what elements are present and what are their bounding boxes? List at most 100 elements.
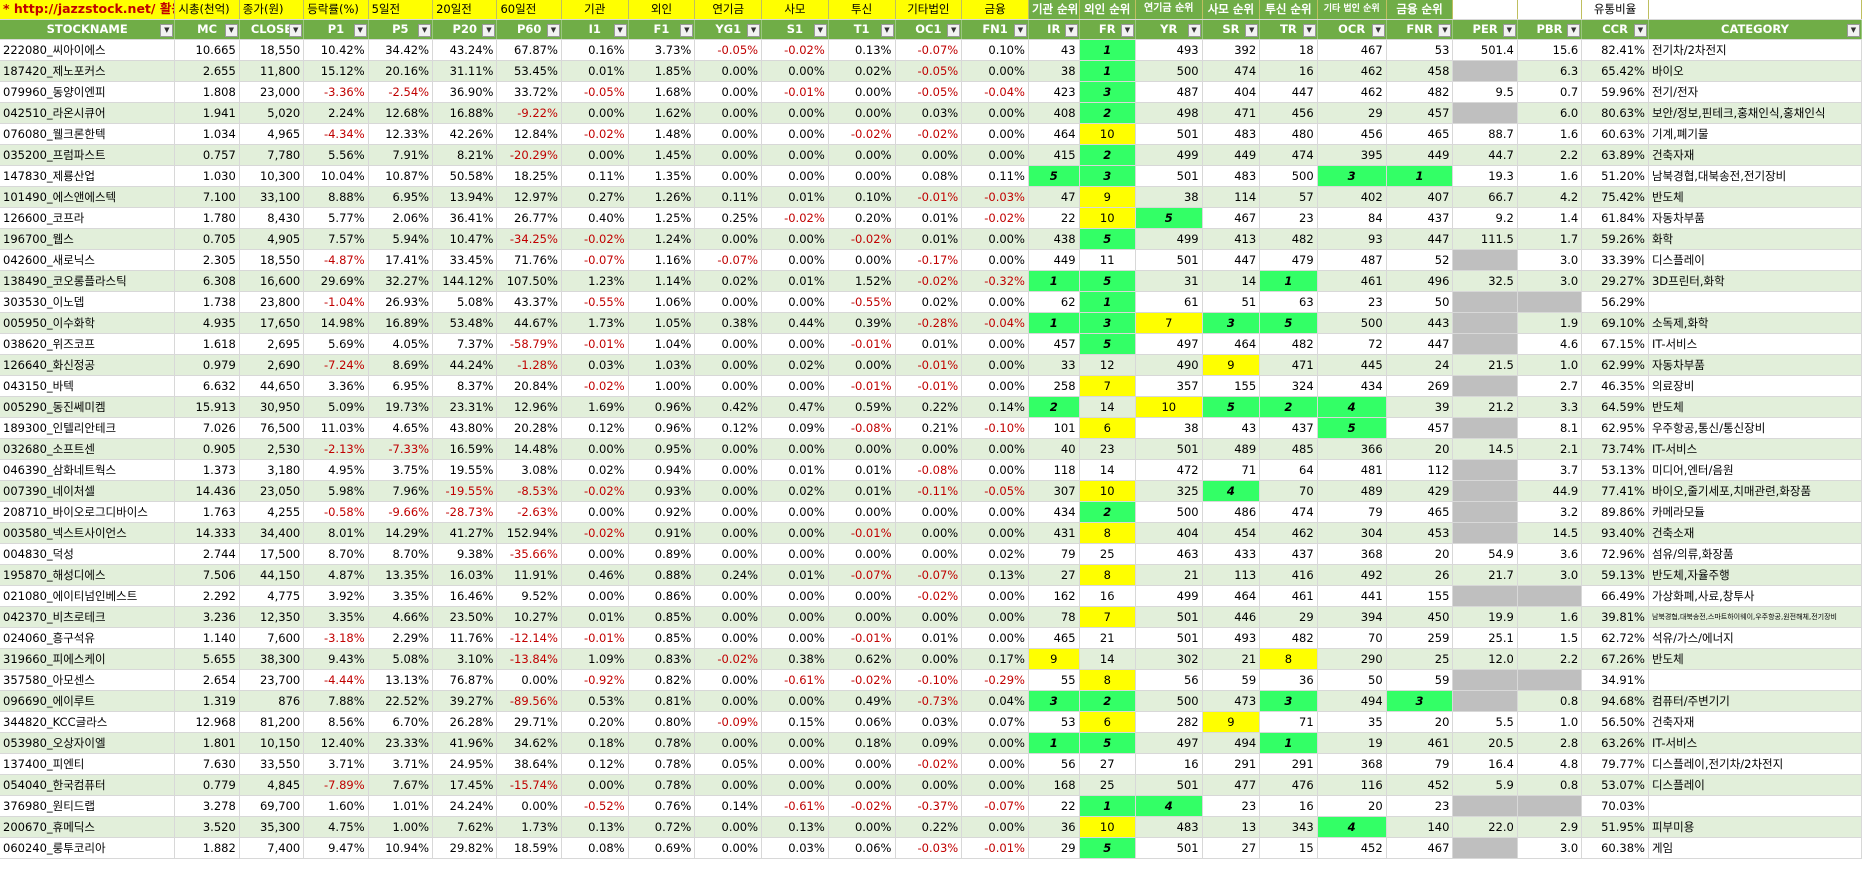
cell-fn1[interactable]: -0.10% [961, 417, 1029, 439]
cell-t1[interactable]: 0.00% [828, 354, 896, 376]
cell-fn1[interactable]: 0.00% [961, 438, 1029, 460]
cell-mc[interactable]: 3.520 [174, 816, 240, 838]
cell-yg1[interactable]: 0.05% [694, 753, 763, 775]
cell-yr[interactable]: 501 [1135, 438, 1203, 460]
cell-ccr[interactable]: 46.35% [1581, 375, 1649, 397]
cell-category[interactable]: 전기/전자 [1648, 81, 1862, 103]
cell-fnr[interactable]: 1 [1386, 165, 1454, 187]
cell-sr[interactable]: 113 [1202, 564, 1261, 586]
cell-p60[interactable]: 44.67% [496, 312, 562, 334]
cell-ir[interactable]: 465 [1028, 627, 1080, 649]
filter-dropdown-icon[interactable]: ▼ [1187, 23, 1201, 37]
cell-s1[interactable]: 0.00% [761, 144, 829, 166]
cell-tr[interactable]: 15 [1259, 837, 1318, 859]
cell-yr[interactable]: 499 [1135, 585, 1203, 607]
cell-fn1[interactable]: 0.00% [961, 522, 1029, 544]
cell-fnr[interactable]: 20 [1386, 711, 1454, 733]
column-header-ocr[interactable]: OCR ▼ [1317, 19, 1387, 40]
cell-p60[interactable]: 3.08% [496, 459, 562, 481]
cell-s1[interactable]: 0.00% [761, 375, 829, 397]
cell-pbr[interactable]: 1.9 [1517, 312, 1583, 334]
cell-i1[interactable]: 0.00% [561, 774, 629, 796]
cell-pbr[interactable]: 0.8 [1517, 774, 1583, 796]
cell-fn1[interactable]: 0.10% [961, 39, 1029, 61]
cell-ccr[interactable]: 93.40% [1581, 522, 1649, 544]
cell-sr[interactable]: 9 [1202, 354, 1261, 376]
cell-f1[interactable]: 0.85% [628, 627, 696, 649]
cell-yr[interactable]: 325 [1135, 480, 1203, 502]
cell-oc1[interactable]: 0.00% [895, 774, 963, 796]
cell-s1[interactable]: 0.38% [761, 648, 829, 670]
cell-yr[interactable]: 501 [1135, 774, 1203, 796]
cell-yr[interactable]: 38 [1135, 417, 1203, 439]
cell-oc1[interactable]: -0.28% [895, 312, 963, 334]
cell-p20[interactable]: 43.80% [432, 417, 498, 439]
cell-yg1[interactable]: 0.25% [694, 207, 763, 229]
cell-i1[interactable]: 0.00% [561, 438, 629, 460]
cell-f1[interactable]: 0.94% [628, 459, 696, 481]
cell-tr[interactable]: 343 [1259, 816, 1318, 838]
filter-dropdown-icon[interactable]: ▼ [813, 23, 827, 37]
cell-s1[interactable]: 0.00% [761, 543, 829, 565]
cell-sr[interactable]: 14 [1202, 270, 1261, 292]
cell-ocr[interactable]: 3 [1317, 165, 1387, 187]
cell-close[interactable]: 7,400 [239, 837, 305, 859]
cell-p5[interactable]: 23.33% [368, 732, 434, 754]
cell-mc[interactable]: 0.757 [174, 144, 240, 166]
column-header-oc1[interactable]: OC1 ▼ [895, 19, 963, 40]
cell-sr[interactable]: 454 [1202, 522, 1261, 544]
cell-pbr[interactable]: 4.8 [1517, 753, 1583, 775]
cell-p1[interactable]: -1.04% [303, 291, 369, 313]
cell-s1[interactable]: -0.02% [761, 39, 829, 61]
cell-t1[interactable]: 0.00% [828, 81, 896, 103]
cell-mc[interactable]: 1.882 [174, 837, 240, 859]
column-header-fn1[interactable]: FN1 ▼ [961, 19, 1029, 40]
cell-fn1[interactable]: -0.04% [961, 312, 1029, 334]
cell-per[interactable]: 501.4 [1452, 39, 1518, 61]
cell-p1[interactable]: -4.87% [303, 249, 369, 271]
cell-ccr[interactable]: 59.96% [1581, 81, 1649, 103]
cell-pbr[interactable]: 3.2 [1517, 501, 1583, 523]
cell-sr[interactable]: 413 [1202, 228, 1261, 250]
cell-ir[interactable]: 307 [1028, 480, 1080, 502]
cell-fn1[interactable]: 0.00% [961, 732, 1029, 754]
filter-dropdown-icon[interactable]: ▼ [1302, 23, 1316, 37]
cell-t1[interactable]: -0.07% [828, 564, 896, 586]
cell-yg1[interactable]: 0.00% [694, 837, 763, 859]
cell-p20[interactable]: 43.24% [432, 39, 498, 61]
cell-i1[interactable]: 0.11% [561, 165, 629, 187]
cell-oc1[interactable]: 0.02% [895, 291, 963, 313]
cell-p20[interactable]: 13.94% [432, 186, 498, 208]
cell-tr[interactable]: 479 [1259, 249, 1318, 271]
cell-close[interactable]: 33,550 [239, 753, 305, 775]
cell-p60[interactable]: 20.28% [496, 417, 562, 439]
cell-ocr[interactable]: 5 [1317, 417, 1387, 439]
cell-ocr[interactable]: 29 [1317, 102, 1387, 124]
column-header-per[interactable]: PER ▼ [1452, 19, 1518, 40]
cell-p5[interactable]: 5.08% [368, 648, 434, 670]
cell-p20[interactable]: 7.37% [432, 333, 498, 355]
cell-pbr[interactable]: 6.3 [1517, 60, 1583, 82]
cell-ocr[interactable]: 461 [1317, 270, 1387, 292]
cell-pbr[interactable]: 2.1 [1517, 438, 1583, 460]
cell-pbr[interactable]: 2.8 [1517, 732, 1583, 754]
cell-p5[interactable]: 4.65% [368, 417, 434, 439]
cell-yg1[interactable]: -0.09% [694, 711, 763, 733]
cell-ir[interactable]: 434 [1028, 501, 1080, 523]
cell-sr[interactable]: 449 [1202, 144, 1261, 166]
cell-per[interactable]: 44.7 [1452, 144, 1518, 166]
cell-p1[interactable]: 5.09% [303, 396, 369, 418]
cell-ccr[interactable]: 63.26% [1581, 732, 1649, 754]
cell-p1[interactable]: 4.95% [303, 459, 369, 481]
cell-ocr[interactable]: 487 [1317, 249, 1387, 271]
cell-category[interactable]: 디스플레이 [1648, 249, 1862, 271]
cell-tr[interactable]: 482 [1259, 228, 1318, 250]
cell-p20[interactable]: 8.37% [432, 375, 498, 397]
cell-pbr[interactable]: 44.9 [1517, 480, 1583, 502]
cell-ccr[interactable]: 63.89% [1581, 144, 1649, 166]
cell-fr[interactable]: 11 [1079, 249, 1136, 271]
cell-ir[interactable]: 168 [1028, 774, 1080, 796]
cell-p5[interactable]: 12.33% [368, 123, 434, 145]
cell-ir[interactable]: 47 [1028, 186, 1080, 208]
cell-p60[interactable]: -8.53% [496, 480, 562, 502]
